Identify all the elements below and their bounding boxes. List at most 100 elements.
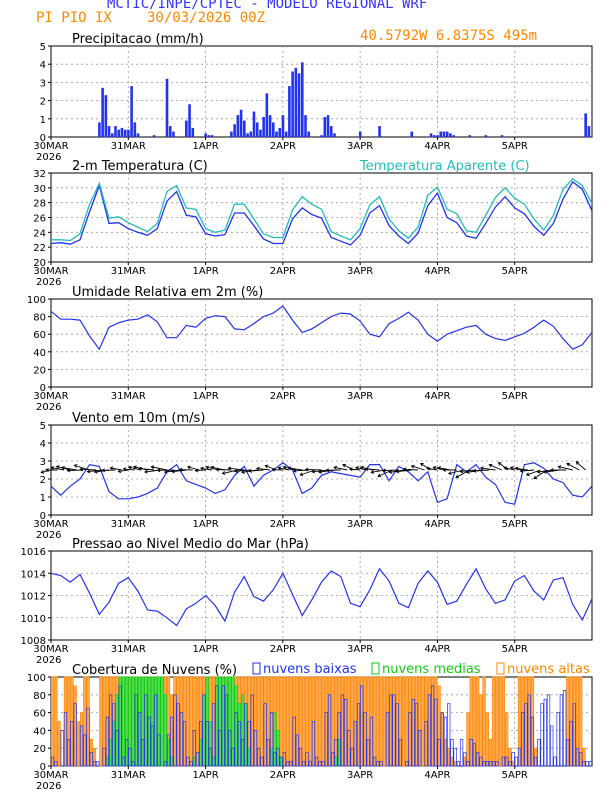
y-tick-label: 3 <box>40 457 46 468</box>
x-tick-label: 4APR <box>424 770 450 781</box>
cloud-bar-low <box>195 752 200 767</box>
wind-arrow-head <box>93 469 98 474</box>
cloud-bar-high <box>360 676 364 767</box>
cloud-bar-high <box>392 676 396 767</box>
x-tick-label: 4APR <box>424 519 450 530</box>
cloud-bar-high <box>450 756 454 767</box>
cloud-bar-high <box>414 676 419 767</box>
cloud-legend-label: nuvens baixas <box>263 662 357 677</box>
cloud-bar-low <box>60 730 64 767</box>
cloud-bar-high <box>372 676 377 767</box>
cloud-bar-low <box>228 730 232 767</box>
cloud-bar-low <box>273 752 277 767</box>
wind-arrow <box>455 469 470 478</box>
cloud-bar-high <box>292 676 296 767</box>
wind-arrow <box>504 467 515 471</box>
cloud-bar-low <box>163 761 167 767</box>
y-tick-label: 5 <box>40 421 46 432</box>
wind-arrow-head <box>248 469 253 473</box>
cloud-bar-mid <box>237 703 242 767</box>
wind-arrow-head <box>292 468 297 473</box>
wind-arrow <box>51 467 64 471</box>
wind-arrow <box>355 466 367 471</box>
cloud-bar-mid <box>273 712 277 767</box>
cloud-bar-high <box>318 676 322 767</box>
cloud-bar-mid <box>334 756 338 767</box>
cloud-bar-high <box>315 676 319 767</box>
cloud-bar-low <box>269 712 274 767</box>
wind-arrow-head <box>442 468 446 472</box>
wind-arrow-head <box>264 464 269 469</box>
wind-arrow-head <box>557 465 562 470</box>
precip-bar <box>439 131 443 137</box>
x-tick-label: 2APR <box>270 391 296 402</box>
cloud-bar-high <box>324 676 328 767</box>
x-tick-label: 1APR <box>192 266 218 277</box>
panel-title: Pressao ao Nivel Medio do Mar (hPa) <box>72 537 309 552</box>
cloud-bar-low <box>398 738 403 767</box>
wind-arrow-head <box>50 466 55 470</box>
cloud-bar-low <box>456 761 460 767</box>
cloud-bar-high <box>263 676 267 767</box>
cloud-bar-low <box>89 752 93 767</box>
wind-arrow-head <box>348 467 353 472</box>
precip-bar <box>307 131 311 137</box>
wind-arrow-head <box>509 466 514 470</box>
wind-arrow-head <box>472 468 477 473</box>
cloud-bar-low <box>353 721 357 767</box>
cloud-bar-low <box>543 698 547 767</box>
cloud-bar-low <box>514 756 518 767</box>
cloud-bar-low <box>327 694 332 767</box>
precip-bar <box>188 104 191 137</box>
wind-arrow-head <box>419 463 424 467</box>
cloud-bar-high <box>176 676 180 767</box>
wind-arrow-head <box>503 466 508 471</box>
cloud-bar-mid <box>166 738 171 767</box>
wind-arrow <box>118 469 129 472</box>
y-tick-label: 80 <box>33 313 46 324</box>
cloud-bar-high <box>192 676 196 767</box>
cloud-bar-high <box>411 676 415 767</box>
wind-arrow <box>349 468 361 471</box>
wind-arrow-head <box>210 465 215 470</box>
precip-bar <box>323 116 327 137</box>
cloud-bar-high <box>54 676 58 767</box>
wind-arrow <box>151 466 168 471</box>
header-coords: 40.5792W 6.8375S 495m <box>360 28 538 44</box>
cloud-bar-high <box>463 756 467 767</box>
cloud-bar-low <box>263 703 267 767</box>
x-tick-label: 2APR <box>270 770 296 781</box>
wind-arrow <box>300 469 316 476</box>
header-date: 30/03/2026 00Z <box>147 10 266 26</box>
cloud-bar-low <box>318 761 322 767</box>
x-tick-label: 3APR <box>347 519 373 530</box>
cloud-bar-high <box>92 747 97 767</box>
precip-bar <box>445 131 449 137</box>
x-tick-label: 2APR <box>270 519 296 530</box>
cloud-bar-low <box>324 712 328 767</box>
cloud-bar-low <box>137 712 142 767</box>
cloud-bar-high <box>453 761 457 767</box>
cloud-bar-low <box>466 761 470 767</box>
wind-arrow-head <box>40 469 45 474</box>
wind-arrow <box>61 467 77 471</box>
x-tick-label: 30MAR <box>33 519 68 530</box>
wind-arrow-head <box>233 469 238 474</box>
x-tick-label: 2APR <box>270 266 296 277</box>
y-tick-label: 4 <box>40 60 46 71</box>
wind-arrow-head <box>101 468 106 473</box>
wind-arrow <box>138 467 155 471</box>
cloud-bar-low <box>67 738 71 767</box>
cloud-bar-mid <box>215 676 219 767</box>
cloud-bar-high <box>369 676 374 767</box>
cloud-bar-low <box>147 716 151 767</box>
precip-bar <box>429 133 433 137</box>
cloud-bar-high <box>347 676 351 767</box>
cloud-bar-high <box>302 676 306 767</box>
cloud-bar-low <box>440 712 444 767</box>
x-tick-label: 1APR <box>192 141 218 152</box>
precip-bar <box>268 115 272 137</box>
x-tick-label: 3APR <box>347 391 373 402</box>
cloud-bar-low <box>389 694 393 767</box>
